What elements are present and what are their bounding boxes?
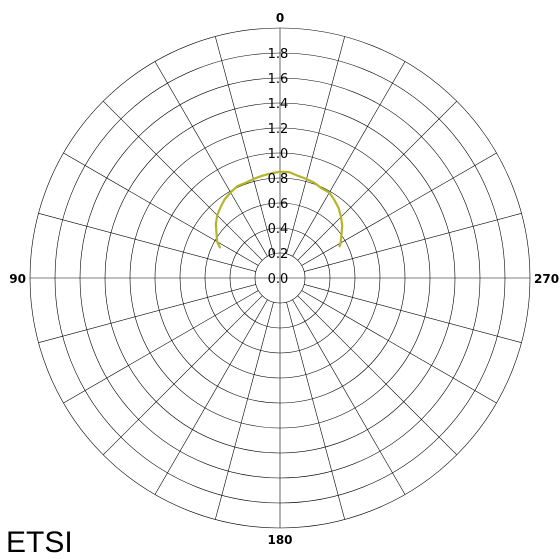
radial-tick-label: 1.4: [268, 97, 289, 112]
series-line: [214, 170, 344, 249]
radial-tick-label: 1.8: [268, 47, 289, 62]
grid-spoke: [286, 36, 345, 254]
grid-spoke: [103, 295, 263, 455]
grid-spoke: [292, 61, 406, 257]
angle-label: 180: [267, 533, 292, 547]
radial-tick-label: 0.8: [268, 172, 289, 187]
grid-spoke: [292, 299, 406, 495]
radial-tick-label: 1.2: [268, 122, 289, 137]
grid-spoke: [154, 299, 268, 495]
grid-spoke: [38, 284, 256, 343]
grid-spoke: [63, 290, 259, 404]
grid-spoke: [38, 213, 256, 272]
angle-label: 0: [276, 11, 284, 25]
radial-tick-labels: 0.0 0.2 0.4 0.6 0.8 1.0 1.2 1.4 1.6 1.8: [268, 47, 289, 287]
grid-spoke: [215, 302, 274, 520]
footer-text: ETSI: [6, 526, 73, 559]
grid-spoke: [304, 284, 522, 343]
radial-tick-label: 0.2: [268, 247, 289, 262]
angle-labels: 0 90 180 270: [9, 11, 559, 547]
radial-tick-label: 0.6: [268, 197, 289, 212]
grid-spoke: [301, 290, 497, 404]
angle-label: 90: [9, 272, 26, 286]
radial-tick-label: 0.4: [268, 222, 289, 237]
grid-spoke: [304, 213, 522, 272]
angle-label: 270: [534, 272, 559, 286]
radial-tick-label: 0.0: [268, 272, 289, 287]
grid-spoke: [63, 152, 259, 266]
grid-spoke: [301, 152, 497, 266]
grid-spoke: [154, 61, 268, 257]
grid-spoke: [297, 101, 457, 261]
polar-grid: [29, 27, 531, 529]
grid-spoke: [215, 36, 274, 254]
radial-tick-label: 1.0: [268, 147, 289, 162]
grid-spoke: [103, 101, 263, 261]
radial-tick-label: 1.6: [268, 72, 289, 87]
grid-spoke: [297, 295, 457, 455]
grid-spoke: [286, 302, 345, 520]
series-layer: [214, 170, 344, 249]
